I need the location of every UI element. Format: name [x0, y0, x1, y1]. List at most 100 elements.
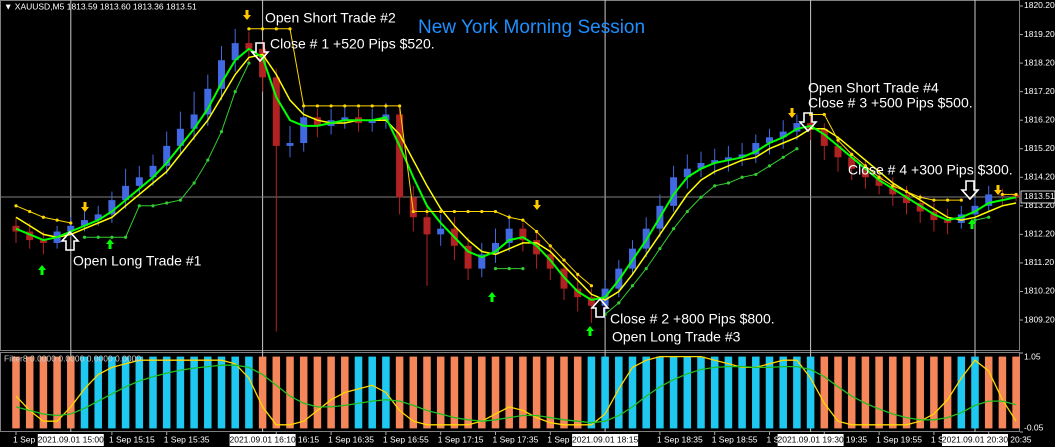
candle-body [505, 228, 513, 243]
indicator-line-dot [740, 175, 744, 179]
candle-body [848, 157, 856, 169]
signal-bar [204, 356, 212, 429]
indicator-line-dot [41, 215, 46, 219]
signal-bar [491, 356, 500, 429]
signal-bar [135, 356, 144, 429]
indicator-line-dot [644, 267, 648, 271]
x-tick-label: 1 Sep 18:55 [712, 434, 758, 444]
candle-body [766, 137, 773, 144]
signal-bar [464, 356, 472, 429]
sub-y-tick-label: 1.05 [1024, 351, 1041, 361]
signal-bar [656, 356, 664, 429]
marks-layer [12, 27, 1020, 429]
signal-bar [94, 356, 102, 429]
chart-header: ▼ XAUUSD,M5 1813.59 1813.60 1813.36 1813… [4, 1, 197, 11]
indicator-line-dot [576, 272, 580, 276]
buy-signal [968, 219, 976, 229]
x-tick-label: 1 Sep 20:35 [986, 434, 1032, 444]
signal-bar [738, 356, 746, 429]
x-stamp-box [37, 434, 104, 446]
candle-body [752, 143, 760, 155]
candle-body [670, 177, 678, 206]
candle-body [341, 117, 349, 121]
x-tick-label: 1 Sep 2021 [13, 434, 57, 444]
indicator-line-dot [672, 227, 676, 231]
indicator-line-dot [822, 112, 826, 117]
y-tick-label: 1816.20 [1024, 114, 1055, 124]
indicator-line-dot [315, 104, 319, 108]
indicator-line-dot [630, 284, 635, 288]
y-tick-label: 1819.20 [1024, 29, 1055, 39]
signal-bar [697, 356, 705, 429]
buy-signal [106, 239, 114, 249]
indicator-line-dot [754, 172, 758, 177]
oscillator-line [15, 364, 1017, 424]
indicator-line [15, 53, 1017, 301]
signal-bar [573, 356, 582, 429]
indicator-line-dot [288, 27, 292, 31]
y-tick-label: 1809.20 [1024, 314, 1055, 324]
indicator-line-dot [891, 184, 895, 188]
indicator-line-dot [507, 215, 511, 219]
signal-bar [245, 356, 253, 429]
sell-signals [81, 10, 1002, 212]
indicator-line-dot [480, 209, 484, 214]
x-stamp-box [942, 434, 1008, 446]
indicator-line-dot [425, 209, 429, 214]
indicator-line-dot [165, 201, 169, 205]
signal-bar [354, 356, 363, 429]
x-stamp-label: 2021.09.01 20:30 [942, 434, 1008, 444]
x-stamp-box [572, 434, 639, 446]
indicator-line-dot [82, 235, 87, 239]
candle-body [135, 177, 143, 186]
candle-body [231, 43, 239, 61]
x-tick-label: 1 Sep 17:55 [547, 434, 593, 444]
signal-bar [601, 356, 609, 429]
signal-bar [1012, 356, 1020, 429]
sub-y-tick-label: -0.05 [1024, 422, 1044, 432]
oscillator-line [15, 355, 1017, 426]
x-stamp-box [229, 434, 296, 446]
main-frame [0, 0, 1020, 351]
signal-bar [560, 356, 568, 429]
annotation: Open Short Trade #4 [808, 80, 939, 96]
indicator-line-dot [946, 198, 950, 202]
candle-body [272, 77, 280, 146]
buy-signal [488, 292, 496, 302]
indicator-line-dot [343, 104, 347, 108]
signal-bar [943, 356, 952, 429]
indicator-line-dot [973, 218, 977, 222]
sell-signal [994, 185, 1002, 195]
indicator-line-dot [521, 218, 525, 222]
sub-label: Filter8 0.0000 0.0000 0.0000 0.0000 [4, 353, 141, 363]
indicator-line-dot [836, 138, 840, 142]
signal-bar [217, 356, 226, 429]
indicator-line-dot [781, 155, 785, 159]
sell-signal [243, 10, 251, 20]
indicator-line-dot [96, 235, 100, 239]
candle-body [300, 117, 308, 144]
long-arrow [60, 230, 80, 251]
indicator-line-dot [589, 284, 594, 288]
signal-bar [971, 356, 979, 429]
indicator-line-dot [535, 229, 539, 234]
annotation: Open Short Trade #2 [265, 10, 396, 26]
signal-bar [998, 356, 1007, 429]
indicator-line-dot [384, 104, 388, 108]
x-tick-label: 1 Sep 19:55 [876, 434, 922, 444]
candle-body [574, 288, 582, 298]
signal-bar [162, 356, 171, 429]
indicator-line-dot [151, 204, 155, 208]
indicator-line-dot [685, 209, 689, 214]
candle-body [519, 228, 527, 241]
indicator-line-dot [713, 184, 717, 188]
signal-bar [505, 356, 513, 429]
candle-body [437, 228, 445, 235]
indicator-line-dot [795, 147, 799, 151]
signal-bar [80, 356, 89, 429]
indicator-line-dot [863, 164, 868, 168]
signal-bar [861, 356, 870, 429]
indicator-line-dot [452, 209, 456, 214]
candle-body [683, 168, 691, 178]
x-tick-label: 1 Sep 16:35 [328, 434, 374, 444]
